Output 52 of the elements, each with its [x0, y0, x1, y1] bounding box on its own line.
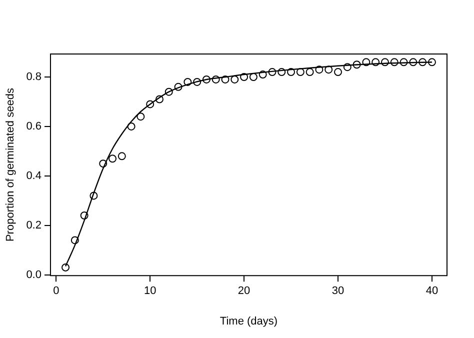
point	[343, 63, 352, 72]
x-axis-title: Time (days)	[220, 315, 278, 328]
point	[164, 88, 173, 96]
point	[62, 263, 70, 272]
point	[249, 73, 258, 81]
point	[334, 68, 342, 76]
point	[352, 60, 361, 69]
point	[212, 75, 220, 84]
point	[296, 68, 304, 76]
point	[380, 58, 389, 66]
point	[315, 66, 324, 74]
x-tick-label: 20	[238, 285, 250, 298]
point	[428, 58, 436, 66]
point	[146, 100, 154, 108]
x-tick-label: 30	[332, 285, 344, 298]
y-axis-title: Proportion of germinated seeds	[4, 88, 17, 242]
point	[240, 73, 248, 81]
point	[184, 78, 192, 86]
point	[221, 75, 230, 84]
point	[306, 68, 314, 76]
point	[127, 122, 136, 130]
point	[193, 78, 202, 86]
point	[268, 68, 276, 76]
point	[400, 58, 408, 66]
y-tick-label: 0.8	[26, 71, 42, 84]
y-tick-label: 0.2	[26, 219, 42, 232]
point	[70, 236, 79, 244]
point	[362, 58, 370, 66]
point	[418, 58, 427, 66]
point	[99, 160, 108, 168]
point	[80, 212, 88, 220]
x-tick-label: 10	[144, 285, 156, 298]
point	[202, 75, 210, 84]
point	[390, 58, 398, 66]
y-tick-label: 0.0	[26, 268, 42, 281]
point	[136, 112, 145, 121]
point	[324, 66, 333, 74]
point	[90, 192, 98, 200]
point	[372, 58, 380, 66]
point	[118, 152, 126, 160]
point	[108, 154, 117, 163]
point	[155, 95, 164, 104]
point	[409, 58, 418, 66]
point	[258, 70, 267, 79]
point	[287, 68, 296, 76]
x-tick-label: 0	[53, 285, 60, 298]
y-tick-label: 0.4	[26, 170, 42, 182]
point	[174, 82, 182, 91]
point	[278, 68, 286, 76]
point	[230, 75, 239, 84]
x-tick-label: 40	[426, 285, 438, 298]
y-tick-label: 0.6	[26, 120, 42, 132]
